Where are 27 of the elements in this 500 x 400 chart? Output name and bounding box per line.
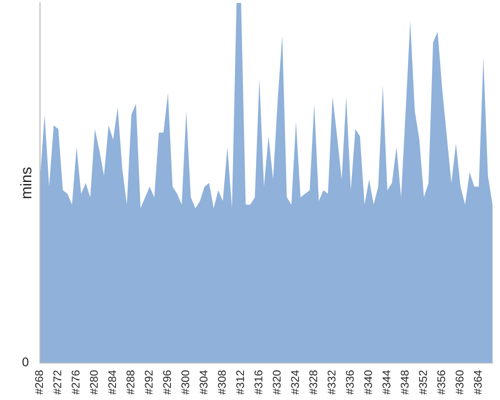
x-tick-label: #320	[272, 370, 281, 395]
x-tick-label: #288	[126, 370, 134, 395]
x-tick-label: #336	[346, 370, 354, 395]
x-tick-label: #292	[144, 370, 153, 395]
x-tick-label: #308	[218, 370, 226, 395]
x-tick-label: #344	[382, 370, 390, 395]
x-tick-label: #340	[364, 370, 372, 395]
x-tick-label: #304	[200, 370, 208, 395]
x-tick-label: #300	[181, 370, 190, 395]
x-tick-label: #348	[400, 370, 409, 395]
x-tick-label: #296	[163, 370, 171, 395]
x-tick-label: #360	[456, 370, 464, 395]
y-axis-title: mins	[20, 167, 32, 198]
x-tick-label: #328	[309, 370, 318, 395]
x-tick-label: #316	[254, 370, 262, 395]
x-tick-label: #352	[419, 370, 427, 395]
x-tick-label: #284	[108, 370, 116, 395]
x-tick-label: #268	[35, 370, 43, 395]
x-tick-label: #280	[90, 370, 98, 395]
x-tick-label: #324	[291, 370, 299, 395]
text: 0	[22, 358, 28, 366]
x-tick-label: #272	[53, 370, 62, 395]
x-tick-label: #364	[474, 370, 482, 395]
x-tick-label: #312	[236, 370, 244, 395]
x-tick-label: #356	[437, 370, 446, 395]
x-tick-label: #276	[72, 370, 80, 395]
x-tick-label: #332	[328, 370, 336, 395]
